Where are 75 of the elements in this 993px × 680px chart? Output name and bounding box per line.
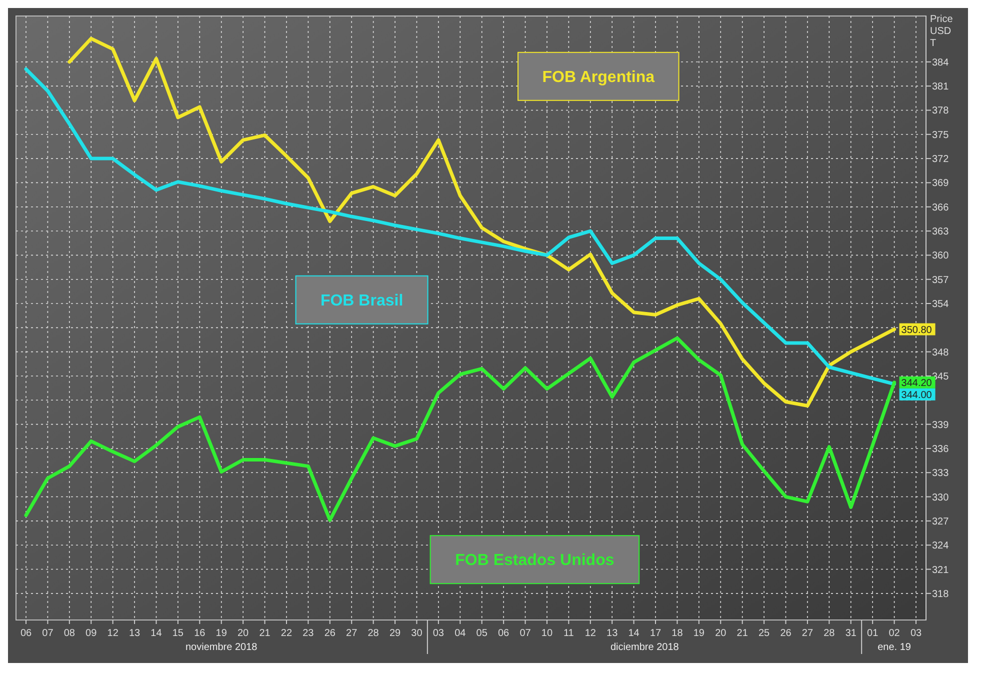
y-tick-label: 381 bbox=[932, 82, 950, 93]
x-tick-label: 27 bbox=[802, 628, 814, 639]
y-tick-label: 354 bbox=[932, 299, 950, 310]
y-tick-label: 384 bbox=[932, 57, 950, 68]
y-tick-label: 363 bbox=[932, 226, 950, 238]
x-tick-label: 28 bbox=[824, 628, 836, 639]
y-tick-label: 330 bbox=[932, 492, 950, 504]
x-tick-label: 19 bbox=[216, 628, 228, 639]
line-series bbox=[24, 336, 896, 522]
x-tick-label: 06 bbox=[498, 628, 510, 639]
y-tick-label: 333 bbox=[932, 468, 950, 480]
x-tick-label: 21 bbox=[259, 628, 271, 639]
text: noviembre 2018 bbox=[186, 642, 258, 653]
x-tick-label: 09 bbox=[86, 628, 98, 639]
line-series bbox=[68, 36, 896, 408]
x-tick-label: 28 bbox=[368, 628, 380, 639]
x-tick-label: 04 bbox=[454, 628, 466, 639]
y-tick-label: 366 bbox=[932, 202, 950, 214]
x-tick-label: 12 bbox=[584, 628, 596, 639]
x-tick-label: 15 bbox=[172, 628, 184, 639]
x-tick-label: 18 bbox=[672, 628, 684, 639]
x-tick-label: 14 bbox=[628, 628, 640, 639]
y-tick-label: 324 bbox=[932, 540, 950, 552]
x-tick-label: 21 bbox=[736, 628, 748, 639]
x-tick-label: 01 bbox=[867, 628, 879, 639]
text: FOB Estados Unidos bbox=[455, 552, 614, 570]
x-tick-label: 03 bbox=[910, 628, 922, 639]
x-tick-label: 10 bbox=[541, 628, 553, 639]
x-tick-label: 14 bbox=[150, 628, 162, 639]
x-tick-label: 16 bbox=[194, 628, 206, 639]
text: ene. 19 bbox=[878, 642, 912, 653]
x-tick-label: 02 bbox=[888, 628, 900, 639]
y-tick-label: 378 bbox=[932, 106, 950, 117]
x-tick-label: 31 bbox=[845, 628, 857, 639]
y-tick-label: 321 bbox=[932, 564, 950, 576]
x-tick-label: 30 bbox=[411, 628, 423, 639]
y-tick-label: 369 bbox=[932, 178, 950, 190]
x-tick-label: 07 bbox=[520, 628, 532, 639]
x-tick-label: 23 bbox=[302, 628, 314, 639]
x-tick-label: 06 bbox=[20, 628, 32, 639]
x-tick-label: 20 bbox=[238, 628, 250, 639]
text: FOB Brasil bbox=[320, 292, 404, 310]
line-series bbox=[24, 67, 896, 386]
x-tick-label: 13 bbox=[128, 628, 141, 639]
text: FOB Argentina bbox=[542, 69, 655, 86]
y-tick-label: 336 bbox=[932, 444, 950, 455]
data-label: 350.80 bbox=[901, 324, 932, 336]
x-tick-label: 17 bbox=[650, 628, 662, 639]
y-tick-label: 360 bbox=[932, 250, 950, 262]
y-tick-label: 375 bbox=[932, 130, 950, 141]
x-tick-label: 13 bbox=[606, 628, 618, 639]
x-tick-label: 20 bbox=[715, 628, 727, 639]
y-tick-label: 339 bbox=[932, 420, 950, 431]
x-tick-label: 05 bbox=[476, 628, 488, 639]
x-tick-label: 07 bbox=[42, 628, 54, 639]
data-label: 344.00 bbox=[901, 390, 932, 401]
x-tick-label: 12 bbox=[107, 628, 119, 639]
x-tick-label: 26 bbox=[324, 628, 336, 639]
x-tick-label: 11 bbox=[563, 628, 574, 639]
text: diciembre 2018 bbox=[610, 642, 680, 653]
x-tick-label: 26 bbox=[780, 628, 792, 639]
x-tick-label: 27 bbox=[346, 628, 358, 639]
y-tick-label: 372 bbox=[932, 154, 950, 166]
x-tick-label: 03 bbox=[432, 628, 444, 639]
x-tick-label: 19 bbox=[693, 628, 705, 639]
x-tick-label: 25 bbox=[758, 628, 770, 639]
y-tick-label: 357 bbox=[932, 274, 950, 286]
y-tick-label: 348 bbox=[932, 347, 950, 358]
y-tick-label: 327 bbox=[932, 516, 950, 528]
x-tick-label: 29 bbox=[389, 628, 402, 639]
x-tick-label: 08 bbox=[64, 628, 76, 639]
y-tick-label: 318 bbox=[932, 588, 950, 600]
y-axis-title: Price USD T bbox=[930, 14, 954, 49]
x-tick-label: 22 bbox=[280, 628, 292, 639]
data-label: 344.20 bbox=[901, 378, 932, 389]
